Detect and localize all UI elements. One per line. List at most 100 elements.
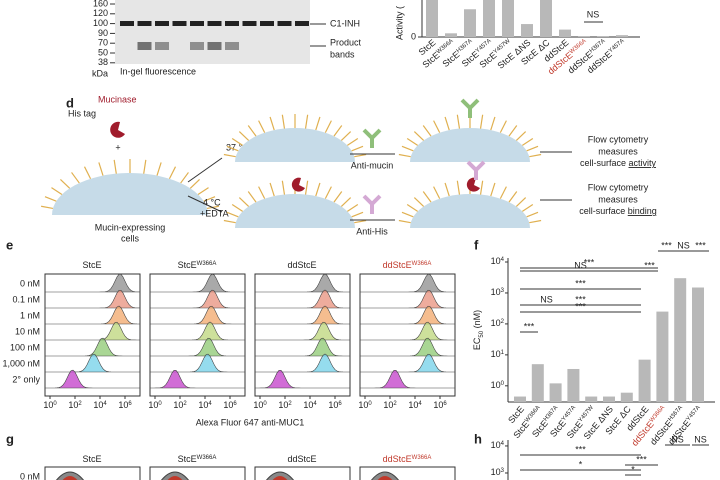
mucin-hair bbox=[71, 172, 80, 184]
mucin-hair bbox=[51, 187, 63, 195]
x-tick-label-base: 10 bbox=[173, 400, 183, 410]
column-title-sup: W366A bbox=[412, 455, 432, 461]
mucin-hair bbox=[433, 186, 441, 199]
mucin-hair bbox=[413, 197, 425, 207]
cell bbox=[410, 128, 530, 162]
readout: Flow cytometry bbox=[588, 182, 649, 192]
gel-tick-label: 160 bbox=[93, 0, 108, 8]
bar bbox=[502, 0, 514, 37]
y-axis-label-sub: 50 bbox=[479, 330, 485, 337]
cells-label: Mucin-expressing bbox=[95, 222, 166, 232]
cells-label: cells bbox=[121, 233, 140, 243]
column-title-base: ddStcE bbox=[383, 260, 412, 270]
histogram-frame bbox=[149, 273, 246, 397]
sig-label: *** bbox=[575, 444, 586, 454]
readout: measures bbox=[598, 194, 638, 204]
panel-label: g bbox=[6, 431, 14, 446]
mucin-hair bbox=[83, 166, 92, 180]
histogram bbox=[360, 273, 455, 293]
x-tick-label-base: 10 bbox=[358, 400, 368, 410]
sig-label: *** bbox=[661, 240, 672, 250]
arrow bbox=[187, 157, 223, 183]
column-title: ddStcE bbox=[287, 454, 316, 464]
row-label: 0 nM bbox=[20, 471, 40, 480]
mucin-hair bbox=[40, 205, 54, 210]
mucin-hair bbox=[406, 204, 418, 212]
mucin-hair bbox=[398, 219, 411, 224]
bar bbox=[616, 35, 628, 37]
y-tick-label-base: 10 bbox=[491, 467, 501, 477]
histogram bbox=[45, 274, 141, 293]
sig-label: NS bbox=[671, 434, 684, 444]
histogram bbox=[255, 353, 350, 373]
histogram-frame bbox=[44, 273, 141, 397]
readout: measures bbox=[598, 146, 638, 156]
mucin-hair bbox=[522, 204, 534, 212]
histogram bbox=[45, 353, 140, 373]
product-band bbox=[155, 42, 169, 50]
sig-label: *** bbox=[575, 294, 586, 304]
antibody-icon bbox=[460, 98, 480, 118]
bound-mucinase bbox=[291, 177, 305, 192]
x-tick-label-sup: 0 bbox=[263, 401, 267, 407]
mucin-hair bbox=[422, 125, 432, 137]
column-title: ddStcEW366A bbox=[383, 260, 432, 270]
mucin-hair bbox=[499, 120, 507, 133]
histogram bbox=[360, 337, 455, 357]
x-axis-label: Alexa Fluor 647 anti-MUC1 bbox=[196, 417, 305, 427]
x-tick-label-sup: 2 bbox=[183, 401, 187, 407]
histogram bbox=[360, 370, 455, 389]
mucin-hair bbox=[490, 182, 496, 197]
y-tick-label-sup: 3 bbox=[501, 468, 505, 474]
x-tick-label-sup: 4 bbox=[313, 401, 317, 407]
product-band bbox=[207, 42, 222, 50]
mucin-hair bbox=[340, 131, 352, 141]
gel-tick-label: 50 bbox=[98, 47, 108, 57]
x-tick-label: 106 bbox=[328, 400, 342, 410]
mucin-hair bbox=[238, 131, 250, 141]
x-tick-label-sup: 2 bbox=[393, 401, 397, 407]
gel-band bbox=[242, 21, 257, 26]
mucin-hair bbox=[223, 219, 236, 224]
x-tick-label-base: 10 bbox=[303, 400, 313, 410]
mucin-hair bbox=[197, 187, 209, 195]
column-title: StcEW366A bbox=[178, 260, 217, 270]
column-title-base: StcE bbox=[178, 454, 197, 464]
gel-band bbox=[207, 21, 222, 26]
mucin-hair bbox=[143, 159, 147, 174]
mucin-hair bbox=[231, 138, 243, 146]
bar bbox=[638, 359, 651, 402]
gel-band bbox=[277, 21, 292, 26]
histogram-frame bbox=[44, 466, 141, 480]
x-tick-label-sup: 0 bbox=[368, 401, 372, 407]
y-tick-label-base: 10 bbox=[491, 318, 501, 328]
column-title: StcE bbox=[82, 454, 101, 464]
temp-label: 37 °C bbox=[226, 142, 249, 152]
mucin-hair bbox=[304, 180, 309, 195]
arrow bbox=[187, 195, 223, 213]
mucin-hair bbox=[203, 196, 216, 202]
histogram bbox=[45, 369, 140, 389]
sig-label: NS bbox=[694, 434, 707, 444]
cell bbox=[235, 128, 355, 162]
product-band bbox=[137, 42, 152, 50]
mucin-hair bbox=[247, 191, 257, 203]
readout: cell-surface activity bbox=[580, 158, 657, 168]
y-tick-label-base: 10 bbox=[491, 287, 501, 297]
mucin-hair bbox=[515, 197, 527, 207]
readout: cell-surface binding bbox=[579, 206, 657, 216]
bar bbox=[521, 24, 533, 37]
y-tick-label: 102 bbox=[491, 318, 505, 328]
product-band bbox=[190, 42, 204, 50]
histogram bbox=[45, 290, 141, 309]
histogram bbox=[360, 289, 455, 309]
bar bbox=[549, 383, 562, 402]
histogram bbox=[150, 289, 245, 309]
row-label: 0.1 nM bbox=[12, 294, 40, 304]
mucin-hair bbox=[347, 138, 359, 146]
bar bbox=[578, 36, 590, 37]
mucin-hair bbox=[522, 138, 534, 146]
x-tick-label-base: 10 bbox=[253, 400, 263, 410]
bar bbox=[567, 368, 580, 402]
